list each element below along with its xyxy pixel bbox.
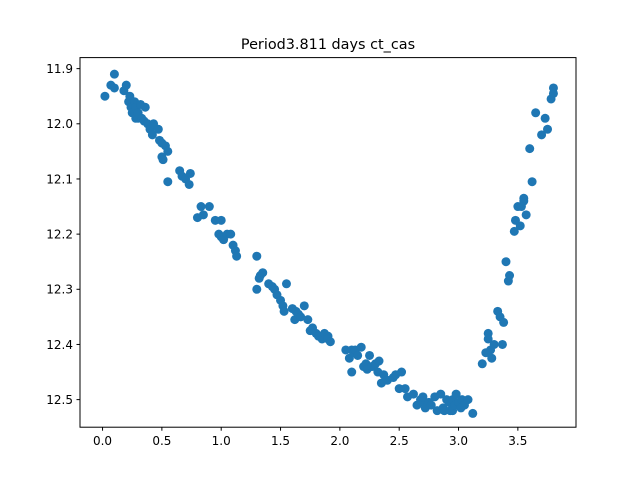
data-point bbox=[505, 271, 515, 280]
data-point bbox=[196, 202, 206, 212]
data-point bbox=[489, 339, 499, 349]
data-point bbox=[226, 229, 236, 239]
data-point bbox=[204, 202, 214, 212]
data-point bbox=[109, 69, 119, 79]
chart-title: Period3.811 days ct_cas bbox=[241, 37, 415, 53]
data-point bbox=[185, 168, 195, 178]
data-point bbox=[279, 306, 289, 316]
data-point bbox=[463, 395, 473, 405]
data-point bbox=[258, 268, 268, 278]
data-point bbox=[163, 177, 173, 187]
data-point bbox=[521, 210, 531, 220]
data-point bbox=[537, 130, 547, 140]
y-tick-label: 12.3 bbox=[46, 283, 73, 297]
data-point bbox=[374, 356, 384, 366]
data-point bbox=[519, 193, 529, 203]
data-point bbox=[303, 315, 313, 325]
data-point bbox=[515, 221, 525, 231]
data-point bbox=[216, 215, 226, 225]
data-point bbox=[477, 359, 487, 369]
data-points bbox=[100, 69, 558, 418]
data-point bbox=[158, 155, 168, 165]
x-tick-label: 1.5 bbox=[271, 434, 290, 448]
data-point bbox=[184, 179, 194, 189]
data-point bbox=[147, 130, 157, 140]
data-point bbox=[325, 337, 335, 347]
data-point bbox=[347, 367, 357, 377]
data-point bbox=[418, 392, 428, 402]
data-point bbox=[109, 83, 119, 93]
data-point bbox=[100, 91, 110, 101]
y-tick-label: 11.9 bbox=[46, 62, 73, 76]
data-point bbox=[483, 334, 493, 344]
x-tick-label: 2.5 bbox=[390, 434, 409, 448]
data-point bbox=[548, 88, 558, 98]
x-tick-label: 0.5 bbox=[152, 434, 171, 448]
data-point bbox=[527, 177, 537, 187]
y-tick-label: 12.4 bbox=[46, 338, 73, 352]
data-point bbox=[400, 384, 410, 394]
data-point bbox=[252, 284, 262, 294]
data-point bbox=[140, 102, 150, 112]
data-point bbox=[281, 279, 291, 289]
data-point bbox=[487, 353, 497, 363]
x-tick-label: 1.0 bbox=[212, 434, 231, 448]
data-point bbox=[531, 108, 541, 118]
data-point bbox=[451, 389, 461, 399]
data-point bbox=[353, 350, 363, 360]
plot-frame bbox=[79, 57, 577, 428]
x-tick-label: 0.0 bbox=[93, 434, 112, 448]
data-point bbox=[365, 350, 375, 360]
data-point bbox=[509, 226, 519, 236]
data-point bbox=[252, 251, 262, 261]
data-point bbox=[436, 389, 446, 399]
x-tick-label: 3.0 bbox=[449, 434, 468, 448]
data-point bbox=[299, 301, 309, 311]
y-tick-label: 12.5 bbox=[46, 393, 73, 407]
data-point bbox=[121, 80, 131, 90]
x-axis: 0.0 0.5 1.0 1.5 2.0 2.5 3.0 3.5 bbox=[93, 427, 527, 448]
data-point bbox=[497, 339, 507, 349]
data-point bbox=[163, 146, 173, 156]
y-axis: 11.9 12.0 12.1 12.2 12.3 12.4 12.5 bbox=[46, 62, 80, 407]
data-point bbox=[153, 124, 163, 134]
data-point bbox=[198, 210, 208, 220]
data-point bbox=[540, 113, 550, 123]
data-point bbox=[525, 144, 535, 154]
data-point bbox=[296, 312, 306, 322]
data-point bbox=[501, 257, 511, 267]
data-point bbox=[499, 317, 509, 327]
data-point bbox=[543, 124, 553, 134]
x-tick-label: 2.0 bbox=[330, 434, 349, 448]
data-point bbox=[408, 389, 418, 399]
data-point bbox=[356, 342, 366, 352]
data-point bbox=[468, 408, 478, 418]
y-tick-label: 12.2 bbox=[46, 227, 73, 241]
data-point bbox=[397, 367, 407, 377]
y-tick-label: 12.1 bbox=[46, 172, 73, 186]
x-tick-label: 3.5 bbox=[508, 434, 527, 448]
data-point bbox=[232, 251, 242, 261]
y-tick-label: 12.0 bbox=[46, 117, 73, 131]
data-point bbox=[426, 400, 436, 410]
